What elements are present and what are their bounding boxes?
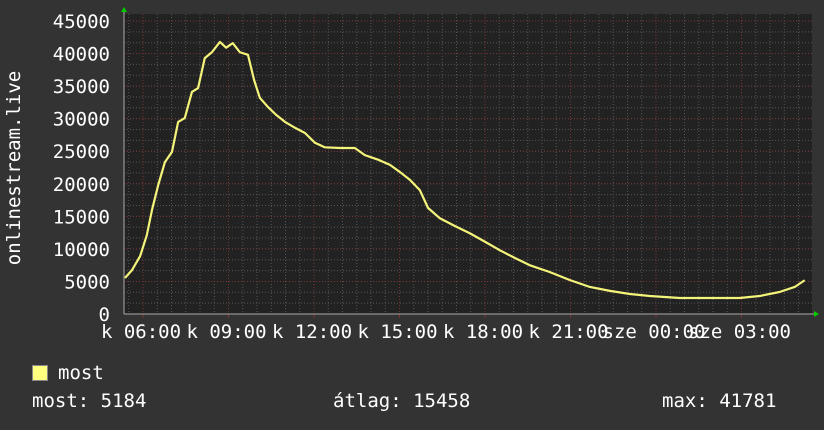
stat-average: átlag: 15458 [333, 390, 471, 412]
y-tick-label: 20000 [53, 174, 110, 196]
stat-max: max: 41781 [662, 390, 777, 412]
legend-label: most [58, 362, 104, 384]
x-axis-arrow [814, 311, 819, 317]
x-tick-label: k 12:00 [272, 321, 352, 343]
y-tick-label: 5000 [64, 271, 110, 293]
x-tick-label: k 15:00 [357, 321, 437, 343]
legend-swatch [32, 365, 48, 381]
y-tick-label: 30000 [53, 109, 110, 131]
line-chart: 0 5000 10000 15000 20000 25000 30000 35000 40000… [3, 7, 819, 343]
y-tick-label: 40000 [53, 44, 110, 66]
y-tick-label: 25000 [53, 141, 110, 163]
legend: most [32, 362, 104, 384]
x-tick-label: sze 03:00 [688, 321, 791, 343]
y-tick-label: 45000 [53, 11, 110, 33]
y-axis-label: onlinestream.live [3, 71, 25, 265]
plot-area [124, 14, 812, 314]
x-tick-label: k 06:00 [101, 321, 181, 343]
x-tick-label: k 21:00 [528, 321, 608, 343]
y-tick-label: 10000 [53, 239, 110, 261]
x-tick-label: sze 00:00 [603, 321, 706, 343]
stat-current: most: 5184 [32, 390, 147, 412]
x-tick-label: k 09:00 [186, 321, 266, 343]
y-axis-arrow [121, 7, 127, 12]
x-tick-label: k 18:00 [443, 321, 523, 343]
y-tick-label: 15000 [53, 206, 110, 228]
y-tick-label: 0 [99, 304, 110, 326]
y-tick-label: 35000 [53, 76, 110, 98]
